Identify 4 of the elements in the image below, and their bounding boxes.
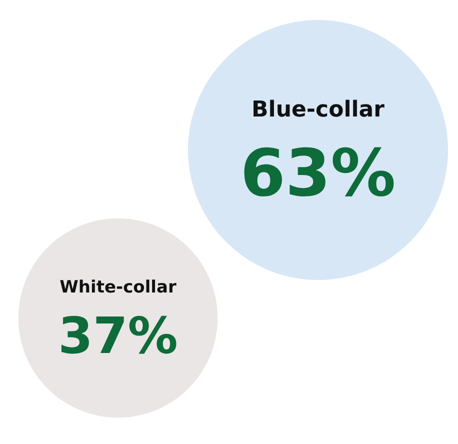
data-label: 63% (240, 136, 396, 212)
data-label: 37% (58, 306, 178, 365)
category-label: Blue-collar (252, 98, 385, 123)
category-label: White-collar (60, 278, 177, 298)
